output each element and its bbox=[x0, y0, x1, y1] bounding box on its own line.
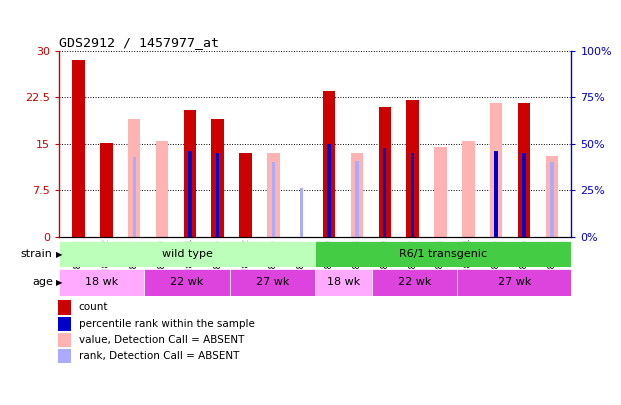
Bar bbox=[105, 162, 108, 237]
Bar bbox=[379, 107, 391, 237]
Bar bbox=[406, 100, 419, 237]
Bar bbox=[462, 141, 474, 237]
Text: 22 wk: 22 wk bbox=[398, 277, 432, 288]
Text: GDS2912 / 1457977_at: GDS2912 / 1457977_at bbox=[59, 36, 219, 49]
Bar bbox=[58, 349, 71, 363]
Bar bbox=[434, 147, 446, 237]
Text: ▶: ▶ bbox=[56, 249, 62, 259]
Text: percentile rank within the sample: percentile rank within the sample bbox=[79, 319, 255, 329]
Bar bbox=[58, 301, 71, 315]
Bar bbox=[156, 141, 168, 237]
Bar bbox=[372, 269, 458, 296]
Bar bbox=[244, 172, 247, 237]
Bar bbox=[272, 162, 275, 237]
Text: R6/1 transgenic: R6/1 transgenic bbox=[399, 249, 487, 259]
Bar bbox=[211, 119, 224, 237]
Bar bbox=[58, 333, 71, 347]
Bar bbox=[100, 143, 112, 237]
Bar bbox=[58, 317, 71, 331]
Text: rank, Detection Call = ABSENT: rank, Detection Call = ABSENT bbox=[79, 351, 239, 361]
Bar bbox=[458, 269, 571, 296]
Bar bbox=[327, 144, 331, 237]
Text: strain: strain bbox=[21, 249, 53, 259]
Bar bbox=[351, 153, 363, 237]
Bar bbox=[59, 269, 144, 296]
Bar bbox=[188, 151, 191, 237]
Bar bbox=[184, 110, 196, 237]
Bar bbox=[522, 162, 525, 237]
Bar bbox=[355, 160, 358, 237]
Bar bbox=[216, 153, 219, 237]
Bar bbox=[411, 153, 414, 237]
Bar bbox=[550, 162, 553, 237]
Bar bbox=[239, 153, 252, 237]
Bar bbox=[315, 241, 571, 267]
Bar bbox=[132, 157, 136, 237]
Text: 27 wk: 27 wk bbox=[497, 277, 531, 288]
Bar bbox=[230, 269, 315, 296]
Text: 27 wk: 27 wk bbox=[256, 277, 289, 288]
Bar bbox=[128, 119, 140, 237]
Text: value, Detection Call = ABSENT: value, Detection Call = ABSENT bbox=[79, 335, 244, 345]
Bar bbox=[383, 147, 386, 237]
Bar bbox=[299, 188, 303, 237]
Bar bbox=[494, 151, 498, 237]
Text: age: age bbox=[32, 277, 53, 288]
Bar bbox=[267, 153, 279, 237]
Bar bbox=[315, 269, 372, 296]
Bar bbox=[144, 269, 230, 296]
Text: 18 wk: 18 wk bbox=[85, 277, 119, 288]
Bar bbox=[72, 60, 84, 237]
Bar bbox=[518, 103, 530, 237]
Bar bbox=[323, 91, 335, 237]
Bar bbox=[490, 103, 502, 237]
Text: count: count bbox=[79, 303, 108, 313]
Bar bbox=[522, 153, 525, 237]
Text: ▶: ▶ bbox=[56, 278, 62, 287]
Bar bbox=[546, 156, 558, 237]
Bar bbox=[59, 241, 315, 267]
Text: wild type: wild type bbox=[161, 249, 212, 259]
Text: 18 wk: 18 wk bbox=[327, 277, 360, 288]
Text: 22 wk: 22 wk bbox=[170, 277, 204, 288]
